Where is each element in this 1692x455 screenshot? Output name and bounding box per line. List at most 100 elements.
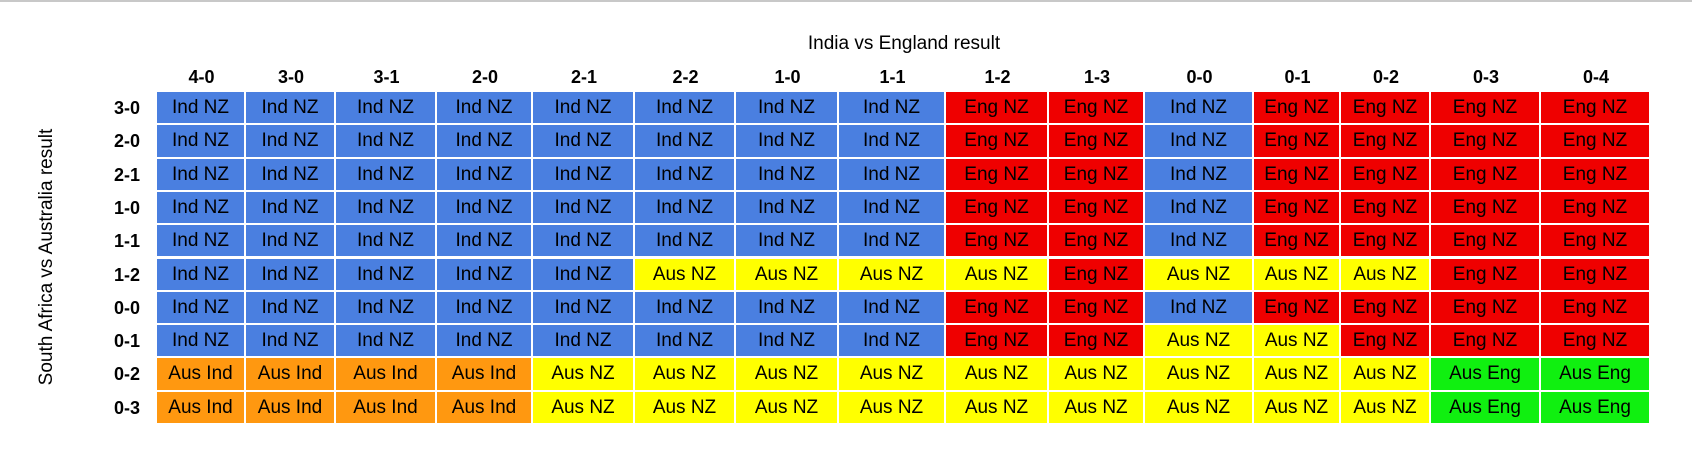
- result-cell: Aus Ind: [157, 391, 246, 425]
- result-cell: Eng NZ: [946, 325, 1049, 359]
- result-cell: Ind NZ: [533, 258, 635, 292]
- result-cell: Ind NZ: [157, 258, 246, 292]
- result-cell: Eng NZ: [1341, 125, 1431, 159]
- result-cell: Ind NZ: [736, 291, 839, 326]
- result-cell: Ind NZ: [736, 225, 839, 259]
- result-cell: Eng NZ: [1341, 158, 1431, 192]
- result-cell: Eng NZ: [1254, 225, 1341, 259]
- result-cell: Aus Eng: [1541, 358, 1651, 392]
- result-cell: Ind NZ: [246, 258, 336, 292]
- result-cell: Eng NZ: [1431, 258, 1541, 292]
- column-header: 0-3: [1472, 67, 1499, 87]
- result-cell: Ind NZ: [157, 191, 246, 226]
- result-cell: Ind NZ: [1145, 225, 1254, 259]
- result-cell: Aus NZ: [736, 258, 839, 292]
- result-cell: Eng NZ: [1049, 258, 1145, 292]
- result-cell: Aus NZ: [736, 358, 839, 392]
- result-cell: Ind NZ: [1145, 191, 1254, 226]
- result-cell: Ind NZ: [246, 291, 336, 326]
- result-cell: Eng NZ: [946, 291, 1049, 326]
- result-cell: Eng NZ: [1541, 225, 1651, 259]
- result-cell: Aus NZ: [1341, 258, 1431, 292]
- result-cell: Ind NZ: [839, 225, 946, 259]
- result-cell: Eng NZ: [946, 92, 1049, 126]
- result-cell: Ind NZ: [246, 92, 336, 126]
- result-cell: Eng NZ: [1431, 191, 1541, 226]
- result-cell: Eng NZ: [1341, 225, 1431, 259]
- result-cell: Ind NZ: [839, 125, 946, 159]
- result-cell: Eng NZ: [1431, 291, 1541, 326]
- result-cell: Ind NZ: [437, 225, 533, 259]
- result-cell: Ind NZ: [533, 158, 635, 192]
- result-cell: Eng NZ: [1049, 225, 1145, 259]
- result-cell: Aus NZ: [533, 391, 635, 425]
- result-cell: Eng NZ: [1049, 92, 1145, 126]
- result-cell: Aus Eng: [1431, 358, 1541, 392]
- result-cell: Ind NZ: [437, 125, 533, 159]
- result-cell: Aus Ind: [157, 358, 246, 392]
- result-cell: Ind NZ: [736, 191, 839, 226]
- row-header: 0-3: [113, 397, 140, 418]
- column-header: 1-1: [879, 67, 906, 87]
- result-cell: Eng NZ: [1541, 92, 1651, 126]
- result-cell: Eng NZ: [1541, 191, 1651, 226]
- result-cell: Aus Ind: [437, 391, 533, 425]
- result-cell: Aus Ind: [336, 391, 437, 425]
- result-cell: Ind NZ: [635, 291, 736, 326]
- result-cell: Eng NZ: [1049, 125, 1145, 159]
- result-cell: Ind NZ: [1145, 291, 1254, 326]
- result-cell: Eng NZ: [1541, 158, 1651, 192]
- result-cell: Eng NZ: [1431, 92, 1541, 126]
- result-cell: Ind NZ: [336, 125, 437, 159]
- result-cell: Aus NZ: [946, 258, 1049, 292]
- row-header: 0-0: [113, 297, 140, 318]
- result-cell: Ind NZ: [736, 92, 839, 126]
- result-cell: Eng NZ: [1341, 92, 1431, 126]
- result-cell: Eng NZ: [1431, 325, 1541, 359]
- result-cell: Eng NZ: [1049, 291, 1145, 326]
- result-cell: Ind NZ: [839, 325, 946, 359]
- column-header: 1-0: [774, 67, 801, 87]
- result-cell: Ind NZ: [736, 325, 839, 359]
- result-cell: Ind NZ: [736, 158, 839, 192]
- result-cell: Aus NZ: [736, 391, 839, 425]
- row-header: 0-2: [113, 364, 140, 385]
- result-cell: Ind NZ: [246, 325, 336, 359]
- result-cell: Aus NZ: [1341, 391, 1431, 425]
- result-cell: Ind NZ: [437, 92, 533, 126]
- result-cell: Aus NZ: [946, 358, 1049, 392]
- result-cell: Aus NZ: [635, 391, 736, 425]
- result-cell: Aus NZ: [839, 258, 946, 292]
- result-cell: Ind NZ: [157, 225, 246, 259]
- result-cell: Ind NZ: [635, 225, 736, 259]
- result-cell: Ind NZ: [246, 191, 336, 226]
- result-cell: Ind NZ: [246, 225, 336, 259]
- column-header: 2-1: [570, 67, 597, 87]
- result-cell: Ind NZ: [157, 325, 246, 359]
- result-cell: Aus NZ: [946, 391, 1049, 425]
- result-cell: Ind NZ: [533, 191, 635, 226]
- result-cell: Ind NZ: [157, 125, 246, 159]
- column-header: 0-1: [1284, 67, 1311, 87]
- result-cell: Eng NZ: [1254, 92, 1341, 126]
- result-cell: Aus Eng: [1541, 391, 1651, 425]
- column-header: 3-0: [277, 67, 304, 87]
- result-cell: Ind NZ: [839, 191, 946, 226]
- result-cell: Eng NZ: [1254, 191, 1341, 226]
- result-cell: Eng NZ: [1541, 325, 1651, 359]
- result-cell: Aus NZ: [1254, 391, 1341, 425]
- result-cell: Ind NZ: [157, 291, 246, 326]
- result-cell: Aus NZ: [1341, 358, 1431, 392]
- result-cell: Aus NZ: [635, 358, 736, 392]
- result-cell: Aus NZ: [1145, 258, 1254, 292]
- result-cell: Ind NZ: [157, 92, 246, 126]
- result-cell: Eng NZ: [1541, 125, 1651, 159]
- result-cell: Eng NZ: [1431, 125, 1541, 159]
- result-cell: Ind NZ: [246, 125, 336, 159]
- result-cell: Aus Ind: [246, 391, 336, 425]
- result-cell: Ind NZ: [533, 291, 635, 326]
- row-header: 1-1: [113, 231, 140, 252]
- result-cell: Ind NZ: [157, 158, 246, 192]
- result-cell: Ind NZ: [1145, 92, 1254, 126]
